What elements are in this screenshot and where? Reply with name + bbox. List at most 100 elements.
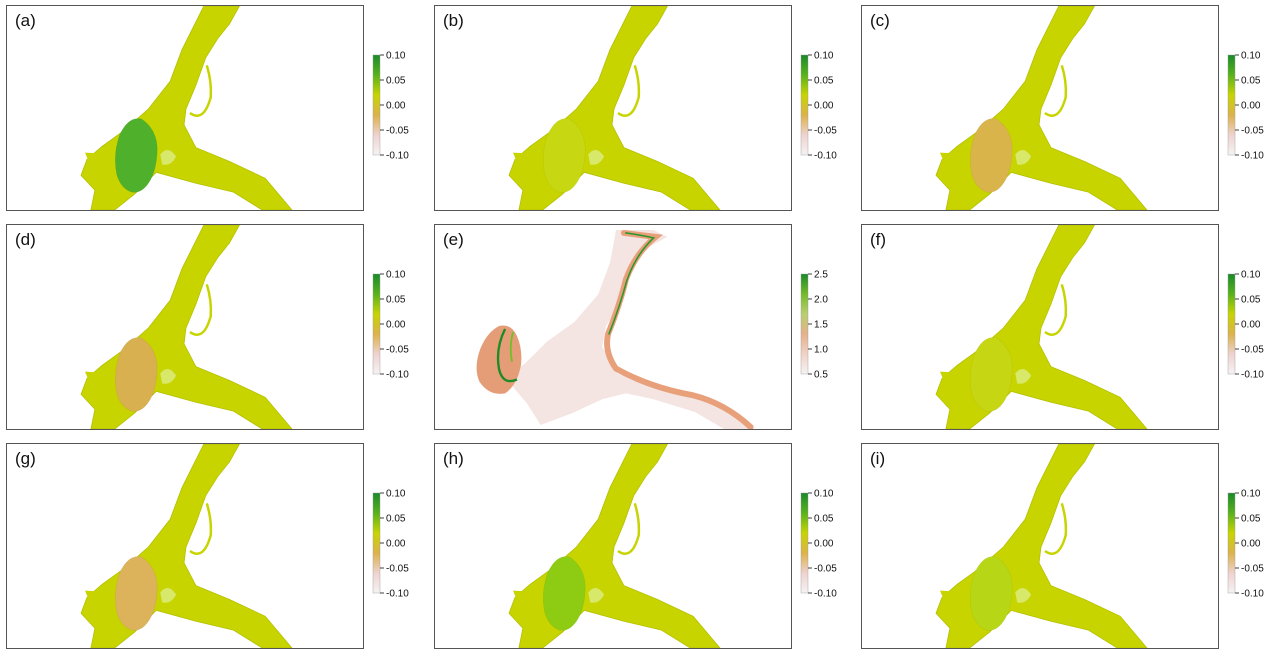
river-main-body [935, 444, 1148, 648]
river-island [1015, 588, 1032, 603]
river-map [508, 6, 721, 210]
legend-tick-label: 0.00 [386, 320, 406, 331]
legend-svg: 2.5 2.0 1.5 1.0 0.5 [800, 270, 828, 381]
river-main-body [508, 444, 721, 648]
map-frame: (h) [434, 443, 792, 649]
legend-tick-label: 0.00 [1241, 320, 1261, 331]
map-panel: (c) 0.10 0.05 0.00 -0.05 -0.10 [855, 0, 1283, 217]
legend-tick-label: -0.05 [1241, 345, 1264, 356]
legend-tick-label: -0.05 [386, 564, 409, 575]
panel-label: (d) [15, 230, 36, 249]
map-frame: (d) [6, 224, 364, 430]
legend-color-bar [372, 54, 381, 156]
river-map [935, 6, 1148, 210]
legend-tick-label: 2.0 [814, 295, 828, 306]
river-map [508, 444, 721, 648]
legend-tick-label: 0.05 [1241, 76, 1261, 87]
tributary-channel [189, 65, 213, 117]
map-panel: (i) 0.10 0.05 0.00 -0.05 -0.10 [855, 438, 1283, 655]
lake-area [114, 556, 158, 631]
legend-tick-label: 0.00 [1241, 539, 1261, 550]
lake-area [114, 337, 158, 412]
map-frame: (a) [6, 5, 364, 211]
color-scale-legend: 2.5 2.0 1.5 1.0 0.5 [796, 269, 854, 381]
legend-svg: 0.10 0.05 0.00 -0.05 -0.10 [1227, 270, 1264, 381]
river-map [80, 6, 293, 210]
legend-color-bar [372, 273, 381, 375]
color-scale-legend: 0.10 0.05 0.00 -0.05 -0.10 [368, 488, 426, 600]
map-panel: (a) 0.10 0.05 0.00 -0.05 -0.10 [0, 0, 428, 217]
legend-tick-label: 0.05 [386, 76, 406, 87]
legend-tick-label: -0.10 [386, 370, 409, 381]
color-scale-legend: 0.10 0.05 0.00 -0.05 -0.10 [1223, 488, 1281, 600]
river-main-body [935, 225, 1148, 429]
lake-area [969, 337, 1013, 412]
floodplain-area [505, 229, 751, 429]
legend-tick-label: -0.10 [1241, 370, 1264, 381]
panel-label: (f) [870, 230, 887, 249]
tributary-channel [1044, 65, 1068, 117]
map-frame: (b) [434, 5, 792, 211]
legend-tick-label: 0.10 [386, 51, 406, 62]
legend-svg: 0.10 0.05 0.00 -0.05 -0.10 [800, 489, 837, 600]
legend-tick-label: 0.10 [1241, 270, 1261, 281]
legend-tick-label: -0.10 [386, 589, 409, 600]
map-frame: (f) [861, 224, 1219, 430]
panel-label: (e) [443, 230, 464, 249]
river-island [1015, 369, 1032, 384]
lake-channel-secondary [509, 331, 514, 362]
lake-area [114, 118, 158, 193]
color-scale-legend: 0.10 0.05 0.00 -0.05 -0.10 [1223, 50, 1281, 162]
river-main-body [80, 6, 293, 210]
legend-color-bar [1227, 273, 1236, 375]
map-frame: (g) [6, 443, 364, 649]
legend-tick-label: 0.00 [386, 539, 406, 550]
panel-label: (a) [15, 11, 36, 30]
legend-tick-label: -0.05 [386, 126, 409, 137]
map-panel: (d) 0.10 0.05 0.00 -0.05 -0.10 [0, 219, 428, 436]
legend-tick-label: -0.05 [1241, 126, 1264, 137]
river-map [935, 225, 1148, 429]
legend-color-bar [800, 273, 809, 375]
tributary-channel [189, 284, 213, 336]
legend-color-bar [372, 492, 381, 594]
lake-area [542, 556, 586, 631]
legend-tick-label: 0.10 [814, 489, 834, 500]
map-panel: (f) 0.10 0.05 0.00 -0.05 -0.10 [855, 219, 1283, 436]
panel-label: (i) [870, 449, 886, 468]
river-main-body [80, 444, 293, 648]
legend-tick-label: 0.10 [1241, 489, 1261, 500]
river-island [160, 588, 177, 603]
legend-svg: 0.10 0.05 0.00 -0.05 -0.10 [1227, 489, 1264, 600]
legend-svg: 0.10 0.05 0.00 -0.05 -0.10 [372, 51, 409, 162]
tributary-channel [189, 503, 213, 555]
legend-tick-label: 0.05 [1241, 295, 1261, 306]
legend-svg: 0.10 0.05 0.00 -0.05 -0.10 [372, 270, 409, 381]
legend-tick-label: 1.5 [814, 320, 828, 331]
map-panel: (g) 0.10 0.05 0.00 -0.05 -0.10 [0, 438, 428, 655]
river-island [160, 150, 177, 165]
legend-tick-label: 1.0 [814, 345, 828, 356]
legend-svg: 0.10 0.05 0.00 -0.05 -0.10 [372, 489, 409, 600]
lake-area [969, 556, 1013, 631]
river-main-body [508, 6, 721, 210]
legend-tick-label: 0.05 [814, 76, 834, 87]
legend-tick-label: 0.00 [814, 101, 834, 112]
legend-tick-label: 0.10 [386, 489, 406, 500]
legend-tick-label: 0.00 [386, 101, 406, 112]
color-scale-legend: 0.10 0.05 0.00 -0.05 -0.10 [796, 488, 854, 600]
panel-label: (c) [870, 11, 890, 30]
legend-tick-label: -0.10 [814, 151, 837, 162]
lake-channel [496, 328, 518, 383]
river-island [1015, 150, 1032, 165]
lake-area [969, 118, 1013, 193]
legend-color-bar [800, 492, 809, 594]
legend-tick-label: -0.05 [814, 126, 837, 137]
legend-tick-label: 2.5 [814, 270, 828, 281]
legend-tick-label: 0.00 [814, 539, 834, 550]
map-panel: (b) 0.10 0.05 0.00 -0.05 -0.10 [428, 0, 856, 217]
river-map [80, 225, 293, 429]
map-frame: (i) [861, 443, 1219, 649]
legend-tick-label: -0.10 [1241, 589, 1264, 600]
legend-tick-label: 0.10 [386, 270, 406, 281]
